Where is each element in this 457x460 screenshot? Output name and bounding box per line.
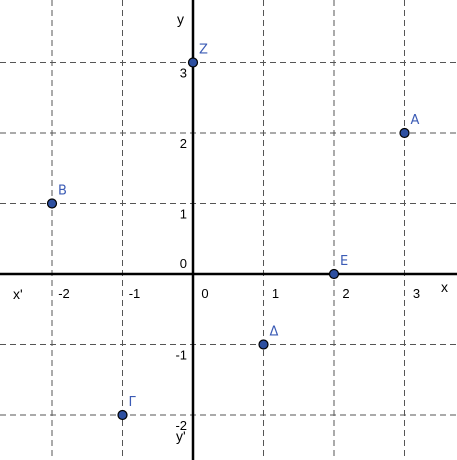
x-tick-label-2: 2 — [342, 286, 349, 301]
point-label-1: Β — [58, 184, 67, 199]
x-tick-label--1: -1 — [129, 286, 141, 301]
point-1 — [46, 198, 58, 209]
x-tick-label--2: -2 — [58, 286, 70, 301]
points: Α Β Γ Δ Ε Ζ — [46, 43, 420, 421]
point-5 — [187, 57, 199, 68]
point-label-3: Δ — [270, 325, 279, 340]
tick-labels: -2 -1 0 1 2 3 -2 -1 0 1 2 3 — [58, 66, 420, 434]
y-tick-label-1: 1 — [180, 207, 187, 222]
x-axis-name: x — [441, 279, 448, 295]
y-tick-label-2: 2 — [180, 136, 187, 151]
point-label-2: Γ — [129, 395, 137, 410]
x-neg-axis-name: x' — [13, 286, 23, 302]
x-tick-label-3: 3 — [413, 286, 420, 301]
y-tick-label--2: -2 — [175, 418, 187, 433]
y-neg-axis-name: y' — [176, 428, 186, 444]
y-tick-label--1: -1 — [175, 348, 187, 363]
point-label-5: Ζ — [199, 43, 208, 58]
x-tick-label-1: 1 — [272, 286, 279, 301]
point-2 — [117, 409, 128, 421]
point-4 — [328, 268, 340, 280]
point-0 — [399, 127, 410, 139]
x-tick-label-0: 0 — [201, 286, 208, 301]
y-tick-label-0: 0 — [180, 256, 187, 271]
point-3 — [258, 339, 269, 350]
point-label-0: Α — [411, 113, 420, 128]
point-label-4: Ε — [340, 254, 348, 269]
y-axis-name: y — [177, 11, 184, 27]
y-tick-label-3: 3 — [180, 66, 187, 81]
